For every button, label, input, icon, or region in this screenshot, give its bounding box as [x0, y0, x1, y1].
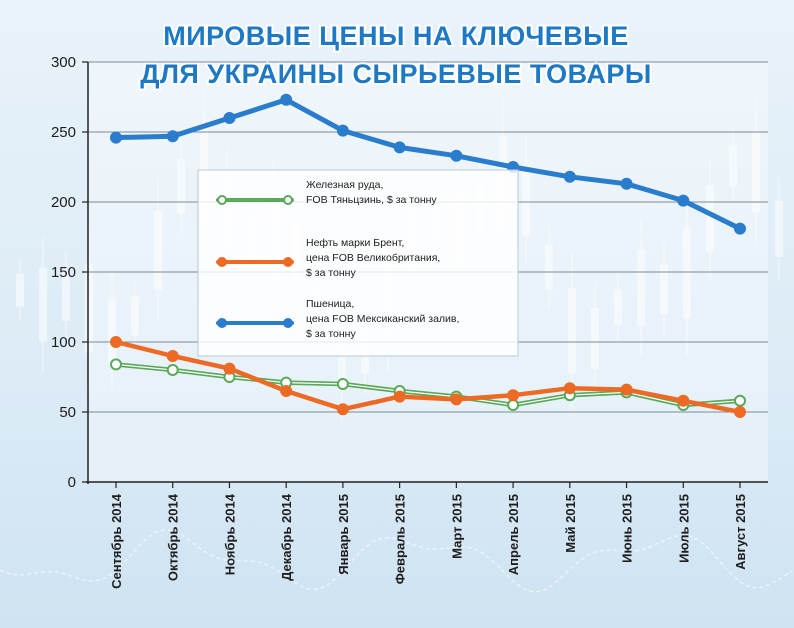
data-point: [223, 362, 236, 375]
legend-label: Пшеница,: [306, 298, 354, 310]
data-point: [450, 149, 463, 162]
legend-swatch-marker: [217, 257, 227, 267]
legend-label: Нефть марки Брент,: [306, 237, 404, 249]
y-tick-label-200: 200: [51, 194, 76, 211]
legend-label: Железная руда,: [306, 179, 383, 191]
decor-candle: [775, 200, 783, 258]
data-point: [507, 399, 520, 411]
data-point: [620, 177, 633, 190]
decor-candle: [16, 273, 24, 307]
series-line-highlight-0: [115, 363, 741, 406]
series-line-2: [113, 97, 743, 232]
decor-candle: [154, 210, 162, 291]
decor-candle: [637, 249, 645, 326]
data-point: [110, 358, 122, 371]
series-line-1: [113, 339, 743, 415]
data-point: [336, 378, 349, 390]
decor-candle: [522, 164, 530, 236]
legend-label: $ за тонну: [306, 328, 356, 340]
decor-candle: [39, 267, 47, 342]
legend-swatch-marker: [283, 318, 293, 328]
legend-label: цена FOB Великобритания,: [306, 252, 440, 264]
decor-candle: [177, 159, 185, 213]
x-tick-label: Июль 2015: [676, 494, 691, 563]
data-point: [280, 93, 293, 106]
data-point: [450, 393, 463, 406]
x-tick-label: Июнь 2015: [620, 494, 635, 563]
legend-item-0: Железная руда, FOB Тяньцзинь, $ за тонну: [216, 179, 437, 206]
legend-swatch-marker: [283, 195, 293, 205]
x-tick-label: Ноябрь 2014: [222, 493, 237, 575]
legend-items: Железная руда, FOB Тяньцзинь, $ за тонну Н…: [216, 179, 459, 340]
decor-candle: [591, 308, 599, 370]
legend-item-2: Пшеница, цена FOB Мексиканский залив, $ за…: [216, 298, 459, 340]
legend: Железная руда, FOB Тяньцзинь, $ за тонну Н…: [197, 169, 519, 357]
decor-candle: [706, 185, 714, 252]
decor-candle: [62, 272, 70, 321]
legend-label: FOB Тяньцзинь, $ за тонну: [306, 194, 437, 206]
data-point: [677, 394, 690, 407]
legend-label: $ за тонну: [306, 267, 356, 279]
decor-candle: [729, 145, 737, 187]
y-axis-ticks: 0 50 100 150 200 250 300: [51, 54, 88, 491]
data-point: [734, 406, 746, 418]
x-tick-label: Сентябрь 2014: [109, 493, 124, 589]
legend-label: цена FOB Мексиканский залив,: [306, 313, 459, 325]
data-point: [734, 222, 746, 235]
decor-candle: [85, 263, 93, 353]
legend-item-1: Нефть марки Брент, цена FOB Великобритани…: [216, 237, 440, 279]
decor-candle: [108, 298, 116, 363]
x-tick-label: Август 2015: [733, 494, 748, 570]
x-tick-label: Май 2015: [563, 494, 578, 553]
data-point: [620, 383, 633, 396]
data-point: [110, 336, 122, 348]
y-tick-label-50: 50: [59, 404, 76, 421]
y-tick-label-100: 100: [51, 334, 76, 351]
data-point: [677, 194, 690, 207]
chart-title-line-2: ДЛЯ УКРАИНЫ СЫРЬЕВЫЕ ТОВАРЫ: [140, 59, 652, 89]
data-point: [563, 382, 576, 395]
chart-title-line-1: МИРОВЫЕ ЦЕНЫ НА КЛЮЧЕВЫЕ: [163, 21, 629, 51]
data-point: [110, 131, 122, 144]
decor-candle: [568, 287, 576, 374]
x-tick-label: Октябрь 2014: [166, 493, 181, 581]
decor-candle: [660, 263, 668, 315]
data-point: [166, 364, 179, 376]
decor-candle: [614, 289, 622, 325]
decor-wave: [0, 529, 793, 593]
series-2: [110, 93, 746, 235]
x-axis-ticks: Сентябрь 2014 Октябрь 2014 Ноябрь 2014 Дека…: [109, 482, 748, 589]
legend-swatch-marker: [217, 195, 227, 205]
legend-swatch-marker: [283, 257, 293, 267]
decor-candle: [545, 244, 553, 291]
x-tick-label: Февраль 2015: [393, 494, 408, 584]
series-1: [110, 336, 746, 418]
y-tick-label-250: 250: [51, 124, 76, 141]
data-point: [223, 112, 236, 124]
y-tick-label-0: 0: [68, 474, 76, 491]
data-point: [166, 130, 179, 143]
decor-candle: [131, 296, 139, 336]
x-tick-label: Декабрь 2014: [279, 493, 294, 581]
decor-candle: [752, 131, 760, 213]
data-point: [280, 385, 293, 397]
series-group: [110, 93, 746, 418]
x-tick-label: Март 2015: [449, 494, 464, 559]
y-tick-label-150: 150: [51, 264, 76, 281]
data-point: [734, 394, 746, 407]
data-point: [336, 124, 349, 137]
x-tick-label: Январь 2015: [336, 494, 351, 575]
x-tick-label: Апрель 2015: [506, 494, 521, 575]
legend-swatch-marker: [217, 318, 227, 328]
decor-candle: [683, 227, 691, 319]
data-point: [507, 389, 520, 402]
data-point: [393, 390, 406, 403]
data-point: [166, 350, 179, 362]
data-point: [393, 141, 406, 154]
y-tick-label-300: 300: [51, 54, 76, 71]
data-point: [336, 403, 349, 416]
data-point: [563, 170, 576, 183]
